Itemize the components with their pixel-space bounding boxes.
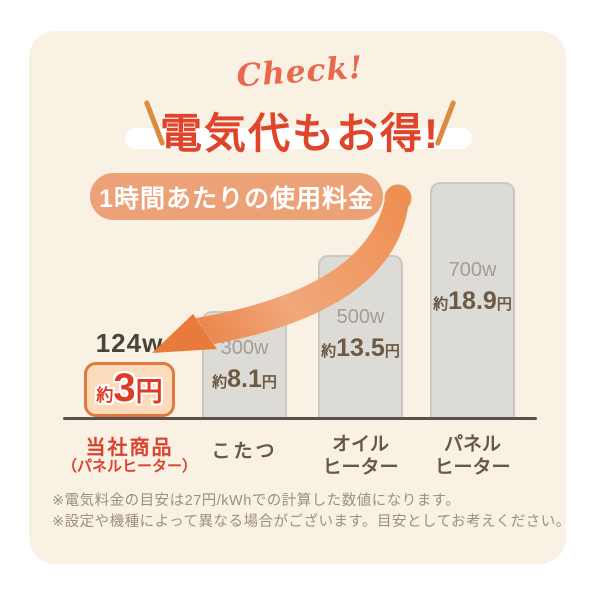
bar-kotatsu: 300w 約8.1円: [202, 311, 287, 417]
wattage-label-our-product: 124w: [95, 328, 164, 358]
category-sublabel-our-product: （パネルヒーター）: [61, 458, 197, 475]
price-label-kotatsu: 約8.1円: [212, 364, 277, 393]
category-label-panel-heater: パネル ヒーター: [434, 434, 511, 478]
price-label-oil-heater: 約13.5円: [321, 333, 400, 362]
hourly-fee-badge: 1時間あたりの使用料金: [90, 173, 383, 220]
footnote-2: ※設定や機種によって異なる場合がございます。目安としてお考えください。: [52, 514, 571, 530]
category-label-our-product: 当社商品: [85, 437, 174, 459]
category-label-kotatsu: こたつ: [211, 441, 278, 462]
page-title: 電気代もお得!: [160, 110, 440, 157]
footnotes: ※電気料金の目安は27円/kWhでの計算した数値になります。 ※設定や機種によっ…: [52, 491, 571, 533]
price-label-our-product: 約3円: [96, 366, 163, 410]
footnote-1: ※電気料金の目安は27円/kWhでの計算した数値になります。: [52, 493, 461, 509]
wattage-label-kotatsu: 300w: [220, 336, 269, 359]
axis-line: [63, 417, 537, 420]
bar-oil-heater: 500w 約13.5円: [318, 255, 403, 417]
category-label-oil-heater: オイル ヒーター: [322, 434, 399, 478]
price-label-panel-heater: 約18.9円: [433, 287, 512, 315]
bar-panel-heater: 700w 約18.9円: [430, 182, 515, 417]
wattage-label-panel-heater: 700w: [448, 259, 497, 281]
hourly-fee-badge-label: 1時間あたりの使用料金: [99, 184, 374, 213]
bar-our-product: 約3円: [84, 362, 175, 417]
wattage-label-oil-heater: 500w: [336, 305, 385, 328]
title-highlight-band: [125, 128, 472, 149]
